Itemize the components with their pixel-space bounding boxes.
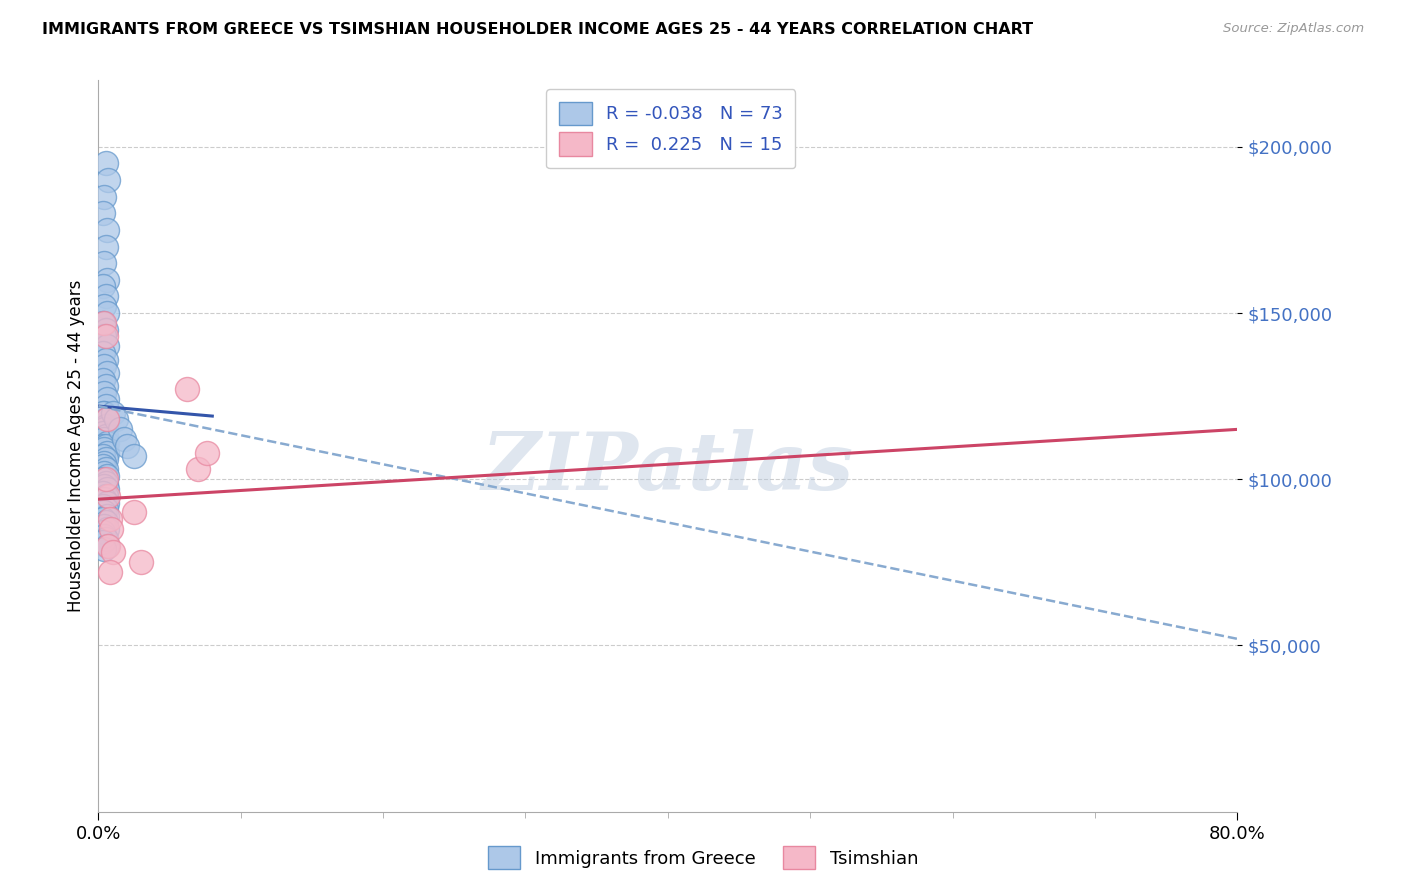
Point [112, 433, 135, 447]
Point [93, 466, 115, 480]
Point [94, 289, 117, 303]
Legend: R = ​​-0.038   N = 73, R = ​​ 0.225   N = 15: R = ​​-0.038 N = 73, R = ​​ 0.225 N = 15 [547, 89, 796, 169]
Point [122, 506, 145, 520]
Point [93, 299, 115, 313]
Point [93, 492, 115, 507]
Point [93, 316, 115, 330]
Point [94, 419, 117, 434]
Point [129, 555, 152, 569]
Point [93, 385, 115, 400]
Point [94, 379, 117, 393]
Point [93, 479, 115, 493]
Point [91, 535, 114, 549]
Point [94, 472, 117, 486]
Point [91, 279, 114, 293]
Point [94, 532, 117, 546]
Point [96, 412, 118, 426]
Point [97, 539, 120, 553]
Point [96, 306, 118, 320]
Point [91, 499, 114, 513]
Point [94, 462, 117, 476]
Point [176, 383, 198, 397]
Point [195, 445, 218, 459]
Point [91, 372, 114, 386]
Point [98, 512, 121, 526]
Point [94, 352, 117, 367]
Text: IMMIGRANTS FROM GREECE VS TSIMSHIAN HOUSEHOLDER INCOME AGES 25 - 44 YEARS CORREL: IMMIGRANTS FROM GREECE VS TSIMSHIAN HOUS… [42, 22, 1033, 37]
Point [93, 256, 115, 270]
Point [94, 329, 117, 343]
Point [94, 439, 117, 453]
Point [93, 518, 115, 533]
Point [100, 522, 122, 536]
Point [96, 508, 118, 523]
Point [91, 346, 114, 360]
Point [96, 392, 118, 407]
Point [94, 502, 117, 516]
Point [94, 489, 117, 503]
Point [96, 339, 118, 353]
Point [115, 439, 138, 453]
Point [93, 189, 115, 203]
Point [187, 462, 209, 476]
Point [94, 156, 117, 170]
Point [94, 516, 117, 530]
Point [96, 445, 118, 459]
Point [93, 542, 115, 557]
Point [91, 449, 114, 463]
Point [91, 406, 114, 420]
Point [93, 329, 115, 343]
Point [94, 452, 117, 467]
Point [94, 239, 117, 253]
Point [96, 366, 118, 380]
Point [96, 435, 118, 450]
Point [91, 472, 114, 486]
Point [91, 316, 114, 330]
Point [94, 429, 117, 443]
Point [94, 399, 117, 413]
Point [91, 525, 114, 540]
Legend: Immigrants from Greece, Tsimshian: Immigrants from Greece, Tsimshian [479, 838, 927, 879]
Point [97, 173, 120, 187]
Point [96, 495, 118, 509]
Point [91, 485, 114, 500]
Point [96, 412, 118, 426]
Point [93, 422, 115, 436]
Point [96, 522, 118, 536]
Point [108, 422, 131, 436]
Point [93, 506, 115, 520]
Point [96, 273, 118, 287]
Text: Source: ZipAtlas.com: Source: ZipAtlas.com [1223, 22, 1364, 36]
Point [93, 433, 115, 447]
Point [93, 359, 115, 374]
Y-axis label: Householder Income Ages 25 - 44 years: Householder Income Ages 25 - 44 years [66, 280, 84, 612]
Point [91, 439, 114, 453]
Point [101, 545, 124, 559]
Point [93, 456, 115, 470]
Point [94, 323, 117, 337]
Point [96, 539, 118, 553]
Point [93, 406, 115, 420]
Point [96, 482, 118, 496]
Text: ZIPatlas: ZIPatlas [482, 429, 853, 507]
Point [93, 529, 115, 543]
Point [91, 458, 114, 473]
Point [97, 489, 120, 503]
Point [93, 442, 115, 457]
Point [101, 406, 124, 420]
Point [122, 449, 145, 463]
Point [96, 223, 118, 237]
Point [91, 206, 114, 220]
Point [98, 566, 121, 580]
Point [104, 412, 127, 426]
Point [94, 475, 117, 490]
Point [96, 469, 118, 483]
Point [91, 512, 114, 526]
Point [91, 425, 114, 440]
